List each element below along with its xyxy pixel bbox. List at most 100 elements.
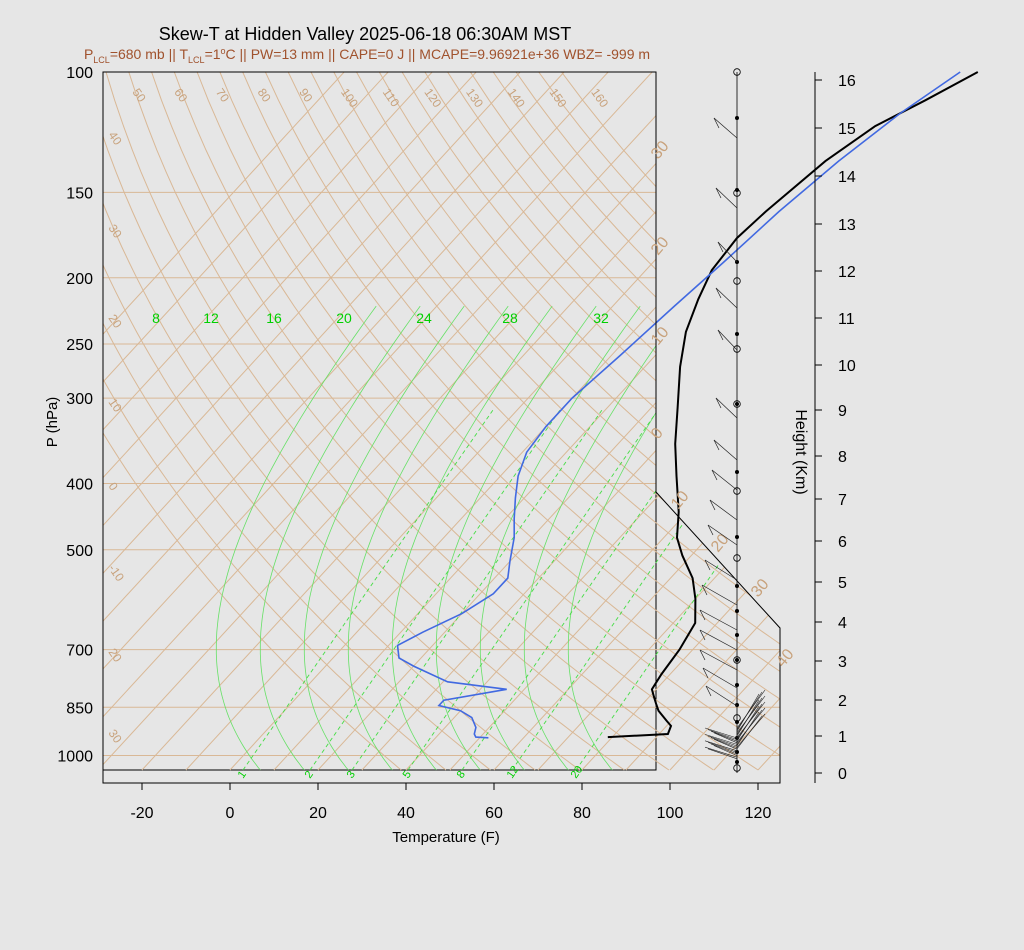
mixing-ratio-line <box>242 409 494 771</box>
plot-frame <box>102 71 781 784</box>
moist-adiabat <box>259 305 421 771</box>
mixing-ratio-label: 28 <box>502 310 518 326</box>
isotherm-right-label: 20 <box>708 531 733 556</box>
y-axis-label: P (hPa) <box>44 397 61 448</box>
height-tick-label: 6 <box>838 534 847 551</box>
pressure-tick-label: 100 <box>66 65 93 82</box>
height-tick-label: 11 <box>838 311 855 328</box>
wind-barb-flag <box>711 469 718 481</box>
wind-ring <box>733 487 741 495</box>
wind-barb-low <box>707 742 738 753</box>
height-tick-label: 15 <box>838 121 856 138</box>
wind-barb-flag <box>707 524 714 536</box>
wind-barb-flag <box>701 584 708 596</box>
mixing-ratio-line <box>351 409 603 771</box>
mixing-ratio-bottom-label: 20 <box>569 764 586 781</box>
wind-ring <box>733 656 741 664</box>
wind-ring <box>733 764 741 772</box>
isotherm-line <box>103 72 741 771</box>
mixing-ratio-label: 16 <box>266 310 282 326</box>
wind-barb <box>699 609 738 631</box>
dry-adiabat <box>401 72 780 771</box>
wind-ring <box>733 345 741 353</box>
wind-dot <box>735 332 739 336</box>
pressure-tick-label: 1000 <box>57 749 93 766</box>
chart-title: Skew-T at Hidden Valley 2025-06-18 06:30… <box>159 24 572 44</box>
x-tick-label: 80 <box>573 805 591 822</box>
x-axis-label: Temperature (F) <box>392 829 500 846</box>
height-tick-label: 10 <box>838 358 856 375</box>
x-tick-label: 120 <box>745 805 772 822</box>
wind-barb-low <box>704 734 738 745</box>
height-tick-label: 2 <box>838 693 847 710</box>
wind-dot <box>735 703 739 707</box>
subtitle-p: P <box>84 46 93 62</box>
wind-barb <box>715 287 738 309</box>
isotherm-line <box>273 72 780 771</box>
isotherm-line <box>802 72 1024 770</box>
wind-dot <box>735 402 739 406</box>
mixing-ratio-label: 12 <box>203 310 219 326</box>
height-tick-label: 14 <box>838 169 856 186</box>
isotherm-line <box>493 72 780 771</box>
subtitle-t-sup: o <box>221 46 226 56</box>
wind-barb-low <box>704 727 738 739</box>
wind-barb-low <box>736 715 763 749</box>
isotherm-line <box>890 72 1024 770</box>
wind-dot <box>735 760 739 764</box>
height-tick-label: 4 <box>838 615 847 632</box>
subtitle-t-value: =1 <box>205 46 221 62</box>
dry-adiabat <box>103 72 402 771</box>
dry-adiabat <box>264 72 780 771</box>
pressure-tick-label: 150 <box>66 185 93 202</box>
wind-ring <box>733 554 741 562</box>
subtitle-t-sub: LCL <box>188 55 205 65</box>
mixing-ratio-bottom-label: 1 <box>236 769 249 781</box>
wind-barb-low <box>710 743 738 755</box>
wind-barb-low <box>736 699 760 737</box>
isotherm-line <box>978 72 1024 770</box>
mixing-ratio-label: 20 <box>336 310 352 326</box>
wind-barb-flag <box>709 499 716 511</box>
height-tick-label: 8 <box>838 449 847 466</box>
wind-barb-flag <box>715 397 722 409</box>
wind-barb-flag <box>717 241 724 253</box>
isotherm-line <box>846 72 1024 770</box>
height-tick-label: 1 <box>838 729 847 746</box>
dry-adiabat <box>356 72 780 771</box>
mixing-ratio-label: 8 <box>152 310 160 326</box>
x-tick-label: 40 <box>397 805 415 822</box>
wind-barb <box>717 241 738 263</box>
dry-adiabat <box>103 72 491 771</box>
wind-barb-low <box>704 746 738 758</box>
moist-adiabat <box>347 305 509 771</box>
height-tick-label: 16 <box>838 73 856 90</box>
wind-barb <box>713 117 738 139</box>
isotherm-line <box>581 72 780 771</box>
plot-area <box>102 71 657 771</box>
moist-adiabat <box>435 305 597 771</box>
wind-barb <box>699 629 738 651</box>
wind-barb-low <box>736 711 760 746</box>
wind-barb <box>699 649 738 671</box>
wind-barb <box>715 187 738 209</box>
wind-ring <box>733 68 741 76</box>
series-layer <box>396 71 979 739</box>
dry-adiabat <box>242 72 780 771</box>
wind-barb-low <box>713 732 738 744</box>
wind-barb-flag <box>715 287 722 299</box>
wind-dot <box>735 116 739 120</box>
x-tick-label: 0 <box>226 805 235 822</box>
mixing-ratio-line <box>407 409 659 771</box>
wind-barb-low <box>736 697 763 735</box>
wind-barb-low <box>707 735 738 747</box>
height-tick-label: 9 <box>838 403 847 420</box>
mixing-ratio-label: 32 <box>593 310 609 326</box>
mixing-ratio-line <box>309 409 561 771</box>
isotherm-line <box>317 72 780 771</box>
chart-subtitle: PLCL=680 mb || TLCL=1oC || PW=13 mm || C… <box>84 46 650 65</box>
mixing-ratio-bottom-label: 3 <box>345 769 358 781</box>
pressure-tick-label: 400 <box>66 477 93 494</box>
